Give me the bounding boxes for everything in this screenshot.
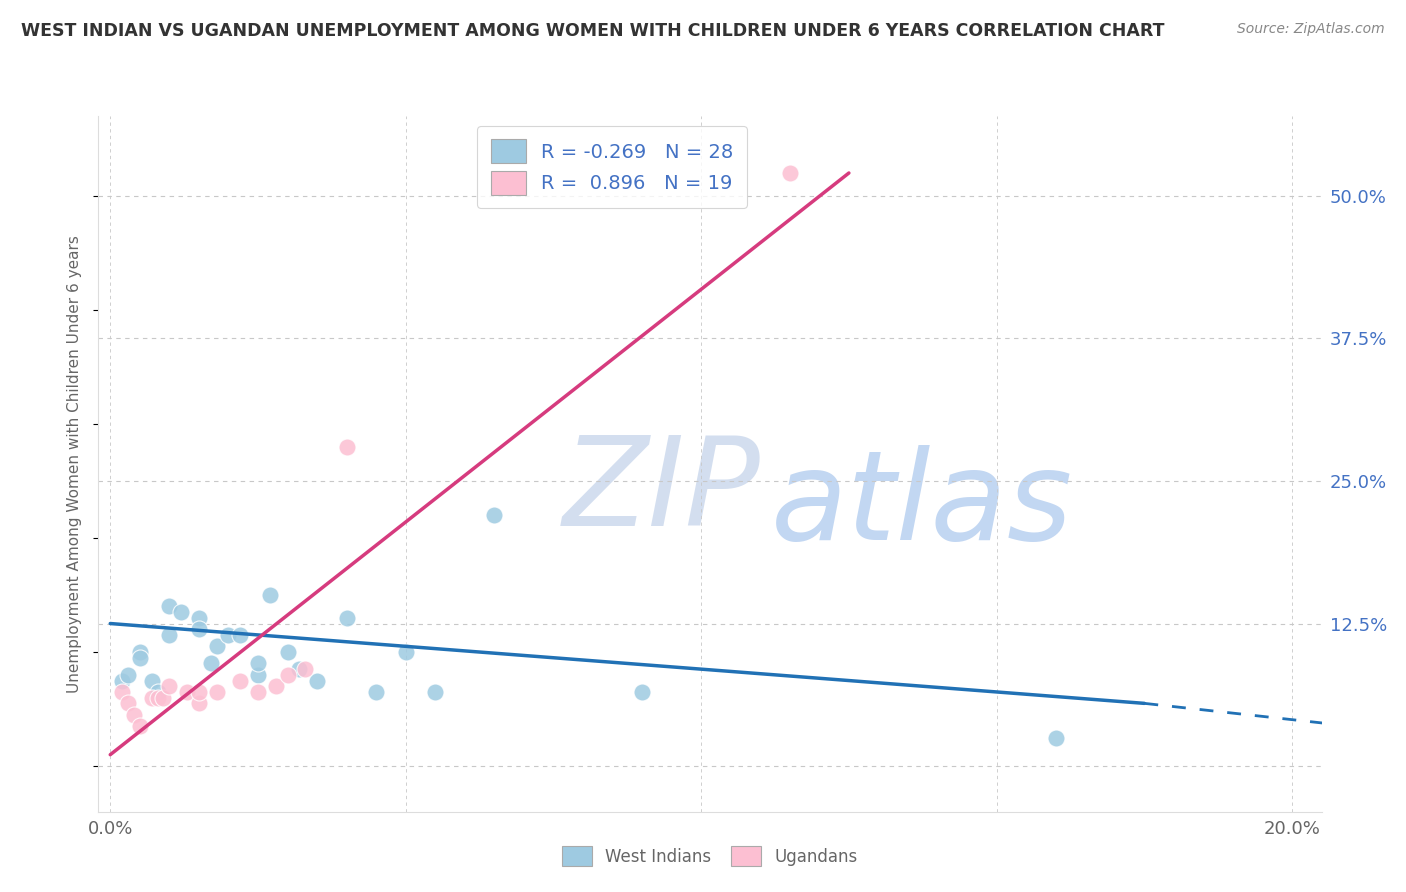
Text: ZIP: ZIP	[564, 431, 761, 552]
Point	[141, 690, 163, 705]
Text: Source: ZipAtlas.com: Source: ZipAtlas.com	[1237, 22, 1385, 37]
Point	[117, 697, 139, 711]
Point	[229, 673, 252, 688]
Text: WEST INDIAN VS UGANDAN UNEMPLOYMENT AMONG WOMEN WITH CHILDREN UNDER 6 YEARS CORR: WEST INDIAN VS UGANDAN UNEMPLOYMENT AMON…	[21, 22, 1164, 40]
Point	[200, 657, 222, 671]
Point	[128, 645, 150, 659]
Point	[779, 166, 801, 180]
Point	[246, 685, 269, 699]
Point	[146, 685, 169, 699]
Point	[187, 685, 209, 699]
Point	[122, 707, 145, 722]
Point	[111, 673, 134, 688]
Point	[366, 685, 388, 699]
Point	[187, 622, 209, 636]
Point	[128, 719, 150, 733]
Text: atlas: atlas	[772, 445, 1073, 566]
Point	[276, 668, 298, 682]
Point	[484, 508, 506, 523]
Point	[276, 645, 298, 659]
Point	[187, 611, 209, 625]
Point	[205, 640, 228, 654]
Point	[246, 668, 269, 682]
Point	[176, 685, 198, 699]
Point	[307, 673, 329, 688]
Point	[128, 650, 150, 665]
Point	[246, 657, 269, 671]
Y-axis label: Unemployment Among Women with Children Under 6 years: Unemployment Among Women with Children U…	[67, 235, 83, 693]
Point	[157, 628, 180, 642]
Point	[157, 599, 180, 614]
Point	[170, 605, 193, 619]
Point	[336, 611, 359, 625]
Point	[111, 685, 134, 699]
Point	[217, 628, 239, 642]
Point	[264, 679, 287, 693]
Point	[146, 690, 169, 705]
Point	[229, 628, 252, 642]
Point	[141, 673, 163, 688]
Point	[336, 440, 359, 454]
Point	[259, 588, 281, 602]
Point	[205, 685, 228, 699]
Point	[152, 690, 174, 705]
Point	[294, 662, 316, 676]
Legend: West Indians, Ugandans: West Indians, Ugandans	[555, 839, 865, 873]
Point	[288, 662, 311, 676]
Point	[631, 685, 654, 699]
Point	[157, 679, 180, 693]
Point	[117, 668, 139, 682]
Point	[1045, 731, 1067, 745]
Point	[187, 697, 209, 711]
Point	[425, 685, 447, 699]
Point	[395, 645, 418, 659]
